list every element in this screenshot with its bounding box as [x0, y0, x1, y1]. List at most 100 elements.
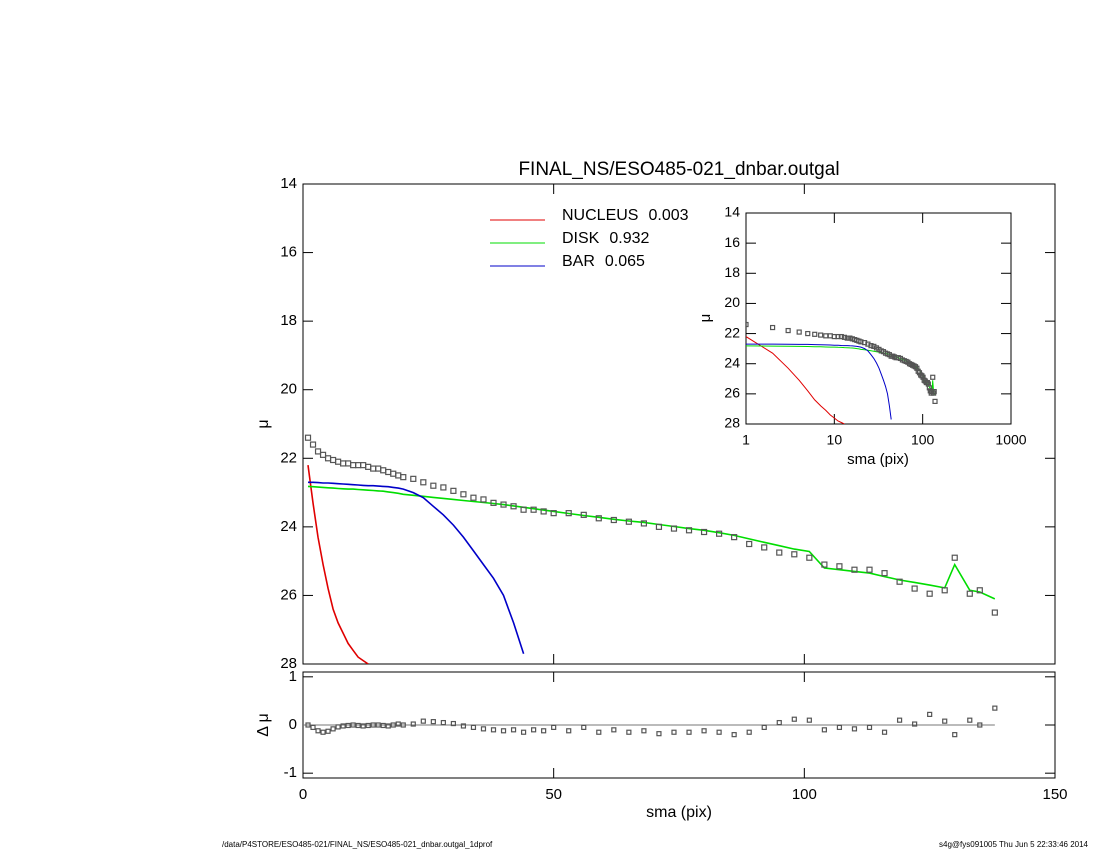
residual-point — [992, 705, 998, 711]
residual-point — [551, 724, 557, 731]
y-tick-label: 26 — [280, 586, 297, 603]
residual-point — [731, 732, 737, 738]
data-point — [746, 540, 753, 548]
model-line — [746, 343, 892, 420]
y-tick-label: 16 — [280, 244, 297, 261]
residual-point — [866, 724, 873, 731]
residual-point — [716, 729, 722, 735]
data-point — [655, 523, 663, 530]
x-tick-label: 100 — [911, 432, 935, 448]
data-point — [926, 385, 932, 391]
y-axis-label: μ — [697, 314, 714, 323]
model-line — [307, 464, 369, 664]
residual-point — [611, 727, 617, 733]
y-tick-label: 22 — [724, 324, 740, 340]
residual-point — [480, 726, 487, 732]
y-tick-label: 24 — [724, 354, 740, 370]
residual-point — [566, 728, 572, 734]
data-point — [835, 333, 841, 340]
residual-point — [641, 728, 647, 734]
data-point — [812, 331, 818, 337]
residual-point — [305, 722, 311, 728]
residual-point — [310, 724, 316, 731]
y-tick-label: 14 — [724, 204, 740, 220]
data-point — [700, 528, 708, 536]
data-point — [932, 398, 938, 404]
data-point — [565, 510, 572, 517]
residual-point — [450, 720, 456, 727]
data-point — [329, 456, 337, 464]
residual-point — [320, 729, 326, 735]
x-tick-label: 0 — [299, 786, 307, 803]
residual-point — [430, 719, 436, 725]
residual-point — [340, 723, 346, 729]
data-point — [360, 462, 367, 469]
residual-point — [385, 723, 391, 729]
y-tick-label: 28 — [724, 415, 740, 431]
data-point — [430, 482, 437, 489]
data-point — [304, 434, 312, 441]
residual-point — [500, 728, 507, 734]
data-point — [440, 484, 447, 491]
residual-point — [881, 729, 888, 735]
residual-point — [345, 722, 351, 729]
residual-point — [440, 719, 446, 726]
data-point — [930, 374, 936, 380]
residual-point — [360, 723, 366, 729]
residual-point — [656, 731, 662, 737]
y-tick-label: 24 — [280, 518, 297, 535]
data-point — [334, 458, 342, 465]
y-tick-label: 14 — [280, 175, 297, 192]
x-axis-label: sma (pix) — [847, 451, 909, 468]
x-tick-label: 10 — [827, 432, 843, 448]
x-tick-label: 50 — [545, 786, 562, 803]
residual-point — [315, 728, 321, 734]
data-point — [410, 475, 417, 482]
data-point — [610, 516, 617, 524]
data-point — [390, 470, 397, 477]
data-point — [881, 570, 888, 577]
data-point — [991, 609, 998, 616]
residual-point — [355, 722, 361, 729]
residual-point — [942, 718, 948, 724]
data-point — [785, 327, 791, 334]
y-tick-label: 0 — [289, 716, 297, 733]
residual-point — [335, 724, 341, 730]
data-point — [420, 479, 427, 486]
residual-point — [671, 729, 677, 735]
data-point — [375, 465, 382, 472]
legend-label: NUCLEUS — [562, 207, 638, 224]
residual-point — [330, 726, 336, 732]
legend-value: 0.932 — [609, 230, 649, 247]
data-point — [309, 441, 317, 448]
residual-point — [470, 724, 477, 731]
x-tick-label: 1000 — [995, 432, 1026, 448]
y-tick-label: 22 — [280, 449, 297, 466]
chart-title: FINAL_NS/ESO485-021_dnbar.outgal — [518, 159, 839, 180]
residual-point — [896, 717, 903, 723]
data-point — [769, 324, 776, 331]
data-point — [841, 334, 847, 340]
y-tick-label: 26 — [724, 385, 740, 401]
data-point — [400, 474, 407, 481]
residual-point — [420, 718, 426, 724]
data-point — [836, 563, 843, 570]
residual-point — [791, 716, 797, 722]
data-point — [550, 510, 557, 517]
data-point — [314, 448, 322, 455]
residual-point — [531, 727, 537, 733]
data-point — [926, 590, 933, 597]
residual-point — [520, 729, 527, 735]
residual-point — [927, 711, 933, 718]
residual-point — [460, 723, 467, 729]
residual-point — [701, 728, 707, 734]
data-point — [896, 578, 903, 585]
x-tick-label: 1 — [742, 432, 750, 448]
residual-point — [395, 721, 401, 727]
residual-point — [380, 722, 386, 729]
y-tick-label: 1 — [289, 668, 297, 685]
residual-point — [806, 717, 812, 723]
data-point — [380, 467, 387, 474]
